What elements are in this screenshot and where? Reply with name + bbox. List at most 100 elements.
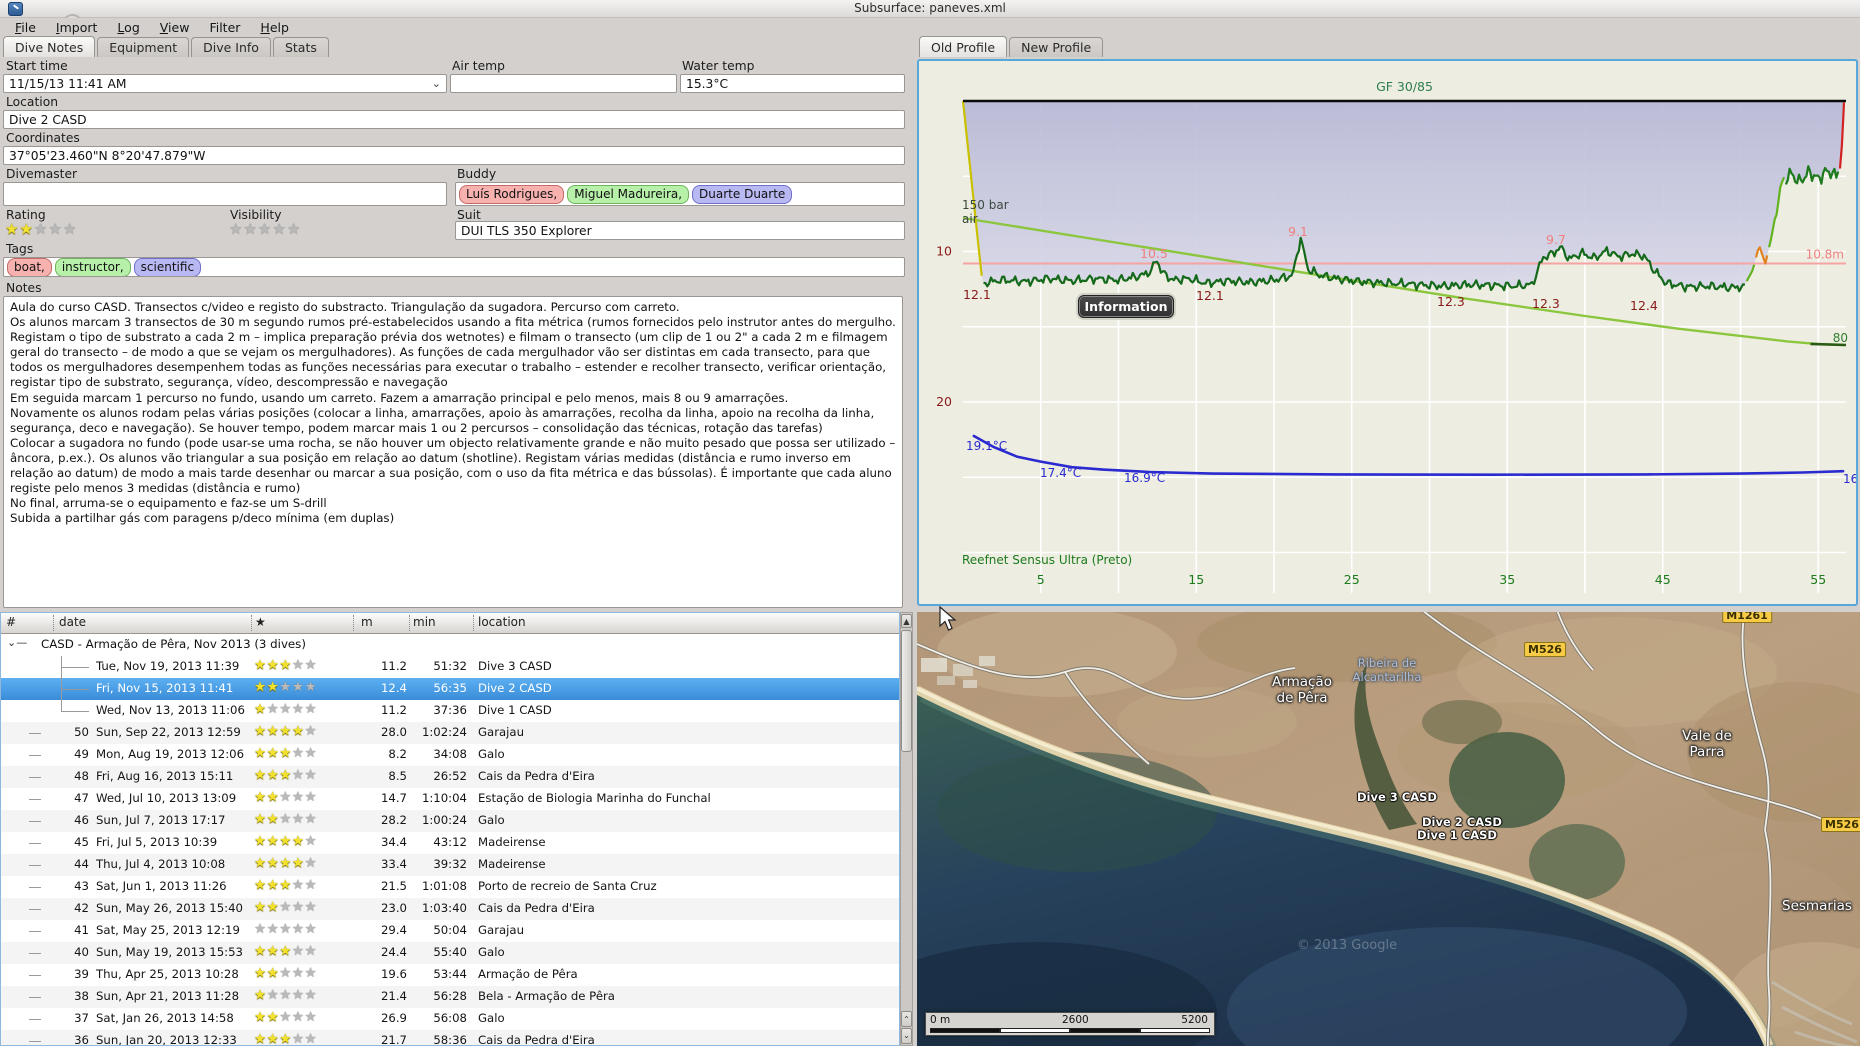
menu-import[interactable]: Import (55, 19, 98, 35)
scrollbar-thumb[interactable] (901, 630, 912, 752)
svg-text:9.7: 9.7 (1546, 232, 1566, 247)
column-header-m[interactable]: m (361, 615, 373, 629)
column-header-date[interactable]: date (59, 615, 87, 629)
dive-row[interactable]: 40 Sun, May 19, 2013 15:53 ★★★★★ 24.4 55:40 G… (1, 942, 899, 964)
dive-row[interactable]: 41 Sat, May 25, 2013 12:19 ★★★★★ 29.4 50:04 G… (1, 920, 899, 942)
tab-stats[interactable]: Stats (272, 37, 329, 57)
dive-row[interactable]: Tue, Nov 19, 2013 11:39 ★★★★★ 11.2 51:32 Div… (1, 656, 899, 678)
svg-text:25: 25 (1344, 572, 1360, 587)
air-temp-label: Air temp (452, 59, 505, 73)
svg-text:12.1: 12.1 (963, 287, 991, 302)
buddy-pill: Duarte Duarte (692, 184, 793, 204)
menu-log[interactable]: Log (117, 19, 140, 35)
visibility-stars[interactable]: ★★★★★ (229, 220, 302, 238)
tab-new-profile[interactable]: New Profile (1009, 37, 1104, 57)
scroll-here-down-button[interactable]: ⌄ (901, 1028, 912, 1044)
scale-mid: 2600 (1062, 1014, 1089, 1026)
column-header-min[interactable]: min (413, 615, 436, 629)
titlebar: Subsurface: paneves.xml (0, 0, 1860, 18)
svg-text:12.3: 12.3 (1532, 296, 1560, 311)
suit-field[interactable]: DUI TLS 350 Explorer (455, 221, 905, 240)
dive-row[interactable]: 38 Sun, Apr 21, 2013 11:28 ★★★★★ 21.4 56:28 B… (1, 986, 899, 1008)
dive-row[interactable]: 49 Mon, Aug 19, 2013 12:06 ★★★★★ 8.2 34:08 Ga… (1, 744, 899, 766)
dive-notes-panel: Start time 11/15/13 11:41 AM ⌄ Air temp … (0, 57, 908, 612)
dive-list-scrollbar[interactable]: ▲ ⌃ ⌄ (900, 612, 913, 1046)
subsurface-app-icon (8, 2, 23, 16)
dive-row[interactable]: 39 Thu, Apr 25, 2013 10:28 ★★★★★ 19.6 53:44 A… (1, 964, 899, 986)
road-badge: M1261 (1722, 612, 1772, 623)
notes-paragraph: No final, arruma-se o equipamento e faz-… (10, 496, 327, 511)
map-watermark: © 2013 Google (1296, 938, 1398, 953)
svg-text:15: 15 (1188, 572, 1204, 587)
svg-text:150 bar: 150 bar (962, 198, 1009, 212)
svg-text:45: 45 (1655, 572, 1671, 587)
profile-tabs: Old Profile New Profile (919, 36, 1105, 57)
notes-paragraph: Colocar a sugadora no fundo (pode usar-s… (10, 435, 896, 496)
svg-text:9.1: 9.1 (1288, 224, 1308, 239)
buddy-field[interactable]: Luís Rodrigues, Miguel Madureira, Duarte D… (455, 182, 905, 206)
svg-text:80: 80 (1833, 331, 1848, 345)
dive-row[interactable]: 37 Sat, Jan 26, 2013 14:58 ★★★★★ 26.9 56:08 G… (1, 1008, 899, 1030)
menu-filter[interactable]: Filter (209, 19, 241, 35)
chevron-down-icon[interactable]: ⌄ (431, 77, 441, 90)
tags-field[interactable]: boat, instructor, scientific (3, 257, 905, 277)
notes-paragraph: Aula do curso CASD. Transectos c/video e… (10, 300, 680, 314)
svg-text:16.9°C: 16.9°C (1124, 471, 1165, 485)
column-header-num[interactable]: # (6, 615, 17, 629)
dive-row[interactable]: Wed, Nov 13, 2013 11:06 ★★★★★ 11.2 37:36 Div… (1, 700, 899, 722)
visibility-label: Visibility (230, 208, 282, 222)
rating-label: Rating (6, 208, 46, 222)
suit-label: Suit (457, 208, 481, 222)
road-badge: M526 (1821, 817, 1860, 832)
menu-file[interactable]: File (15, 19, 36, 35)
dive-row[interactable]: 50 Sun, Sep 22, 2013 12:59 ★★★★★ 28.0 1:02:2… (1, 722, 899, 744)
map-scale-bar: 0 m 2600 5200 (925, 1012, 1215, 1036)
scroll-up-button[interactable]: ▲ (901, 614, 912, 628)
coordinates-label: Coordinates (6, 131, 80, 145)
air-temp-field[interactable] (450, 74, 677, 93)
dive-row[interactable]: 36 Sun, Jan 20, 2013 12:33 ★★★★★ 21.7 58:36 C… (1, 1030, 899, 1045)
dive-row[interactable]: 43 Sat, Jun 1, 2013 11:26 ★★★★★ 21.5 1:01:08… (1, 876, 899, 898)
scroll-here-up-button[interactable]: ⌃ (901, 1011, 912, 1027)
map-place-label: Armação de Pêra (1272, 674, 1332, 706)
scale-end: 5200 (1181, 1014, 1208, 1026)
tag-pill: scientific (133, 258, 202, 276)
location-field[interactable]: Dive 2 CASD (3, 110, 905, 129)
dive-group-row[interactable]: ⌄— CASD - Armação de Pêra, Nov 2013 (3 di… (7, 636, 306, 651)
svg-text:10: 10 (936, 244, 952, 259)
water-temp-field[interactable]: 15.3°C (680, 74, 905, 93)
column-header-location[interactable]: location (478, 615, 526, 629)
dive-row[interactable]: 45 Fri, Jul 5, 2013 10:39 ★★★★★ 34.4 43:12 Ma… (1, 832, 899, 854)
map-place-label: Sesmarias (1782, 898, 1852, 914)
dive-row[interactable]: 48 Fri, Aug 16, 2013 15:11 ★★★★★ 8.5 26:52 Ca… (1, 766, 899, 788)
dive-row[interactable]: 42 Sun, May 26, 2013 15:40 ★★★★★ 23.0 1:03:4… (1, 898, 899, 920)
rating-stars[interactable]: ★★★★★ (5, 220, 78, 238)
svg-text:GF 30/85: GF 30/85 (1376, 79, 1433, 94)
tag-pill: boat, (7, 258, 52, 276)
notes-paragraph: Os alunos marcam 3 transectos de 30 m se… (10, 315, 896, 390)
information-button[interactable]: Information (1078, 295, 1174, 318)
dive-row[interactable]: 46 Sun, Jul 7, 2013 17:17 ★★★★★ 28.2 1:00:24… (1, 810, 899, 832)
column-header-stars[interactable]: ★ (255, 615, 266, 629)
window-title: Subsurface: paneves.xml (854, 1, 1006, 15)
menu-help[interactable]: Help (260, 19, 289, 35)
dive-row[interactable]: 44 Thu, Jul 4, 2013 10:08 ★★★★★ 33.4 39:32 Ma… (1, 854, 899, 876)
divemaster-field[interactable] (3, 182, 447, 206)
road-badge: M526 (1524, 642, 1566, 657)
tab-dive-info[interactable]: Dive Info (191, 37, 271, 57)
dive-site-map[interactable]: Ribeira de Alcantarilha Armação de Pêra Vale… (917, 612, 1860, 1046)
tab-equipment[interactable]: Equipment (97, 37, 190, 57)
dive-row[interactable]: 47 Wed, Jul 10, 2013 13:09 ★★★★★ 14.7 1:10:0… (1, 788, 899, 810)
dive-row[interactable]: Fri, Nov 15, 2013 11:41 ★★★★★ 12.4 56:35 Div… (1, 678, 899, 700)
tab-old-profile[interactable]: Old Profile (919, 36, 1008, 57)
menu-view[interactable]: View (159, 19, 190, 35)
svg-text:16: 16 (1843, 472, 1856, 486)
svg-text:19.1°C: 19.1°C (966, 439, 1007, 453)
svg-text:55: 55 (1810, 572, 1826, 587)
coordinates-field[interactable]: 37°05'23.460"N 8°20'47.879"W (3, 146, 905, 165)
location-label: Location (6, 95, 59, 109)
notes-textarea[interactable]: Aula do curso CASD. Transectos c/video e… (3, 296, 903, 608)
tab-dive-notes[interactable]: Dive Notes (3, 36, 96, 57)
tags-label: Tags (6, 242, 34, 256)
start-time-combo[interactable]: 11/15/13 11:41 AM ⌄ (3, 74, 447, 93)
